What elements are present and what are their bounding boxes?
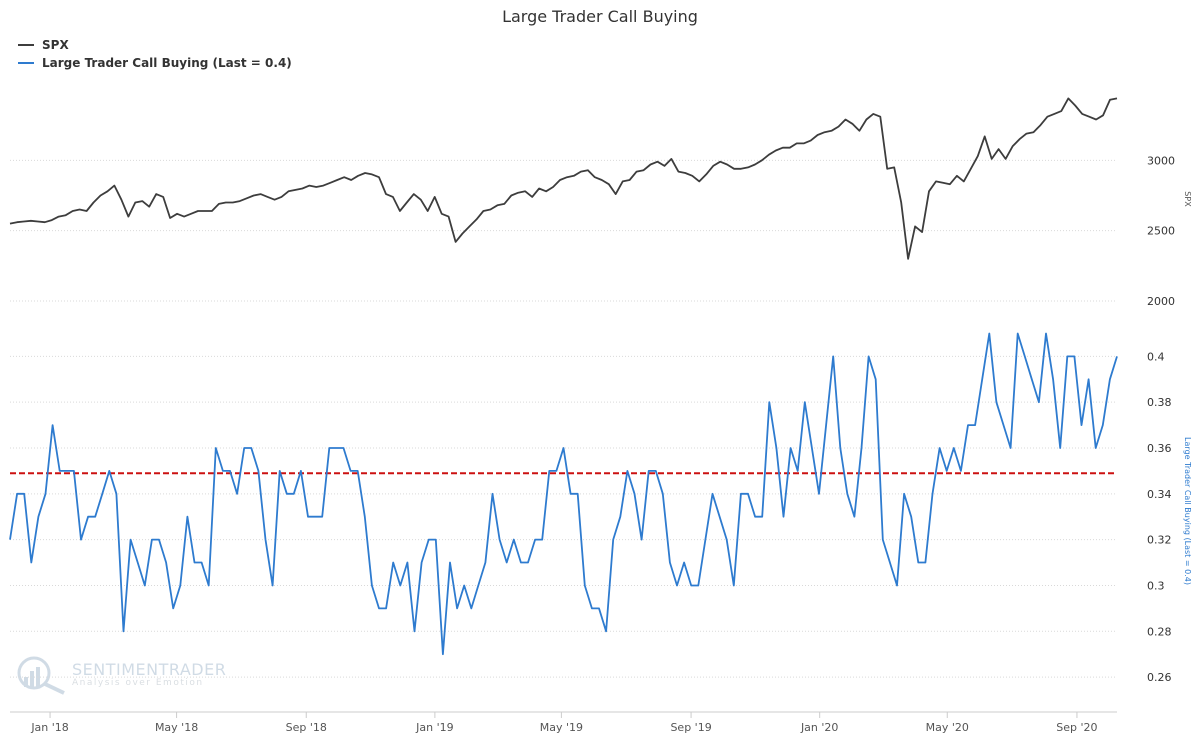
y-tick-label-call-buying: 0.3 [1147,579,1165,592]
legend-label-spx: SPX [42,38,69,52]
legend-swatch-call-buying [18,62,34,64]
x-tick-label: Sep '20 [1056,721,1097,734]
watermark-tagline: Analysis over Emotion [72,677,204,688]
legend-label-call-buying: Large Trader Call Buying (Last = 0.4) [42,56,292,70]
x-tick-label: May '19 [540,721,583,734]
watermark: SENTIMENTRADER Analysis over Emotion [14,655,226,695]
y-tick-label-call-buying: 0.36 [1147,442,1172,455]
y-tick-label-call-buying: 0.34 [1147,488,1172,501]
y-tick-label-spx: 3000 [1147,154,1175,167]
series-line-call-buying [9,332,1118,656]
chart-title: Large Trader Call Buying [502,7,698,26]
y-tick-label-call-buying: 0.26 [1147,671,1172,684]
x-tick-label: May '20 [926,721,969,734]
y-axis-title-call-buying: Large Trader Call Buying (Last = 0.4) [1183,437,1192,585]
series-line-spx [9,97,1118,260]
legend-item-spx[interactable]: SPX [18,36,292,54]
x-tick-label: Sep '19 [670,721,711,734]
x-tick-label: May '18 [155,721,198,734]
y-tick-label-spx: 2000 [1147,295,1175,308]
y-tick-label-call-buying: 0.32 [1147,534,1172,547]
x-tick-label: Sep '18 [286,721,327,734]
legend-swatch-spx [18,44,34,46]
y-axis-title-spx: SPX [1183,191,1192,207]
x-tick-label: Jan '18 [30,721,68,734]
legend: SPX Large Trader Call Buying (Last = 0.4… [18,36,292,72]
legend-item-call-buying[interactable]: Large Trader Call Buying (Last = 0.4) [18,54,292,72]
y-tick-label-call-buying: 0.4 [1147,350,1165,363]
x-tick-label: Jan '20 [800,721,838,734]
x-tick-label: Jan '19 [415,721,453,734]
watermark-name: SENTIMENTRADER [72,659,227,679]
y-tick-label-spx: 2500 [1147,225,1175,238]
y-tick-label-call-buying: 0.28 [1147,625,1172,638]
y-tick-label-call-buying: 0.38 [1147,396,1172,409]
